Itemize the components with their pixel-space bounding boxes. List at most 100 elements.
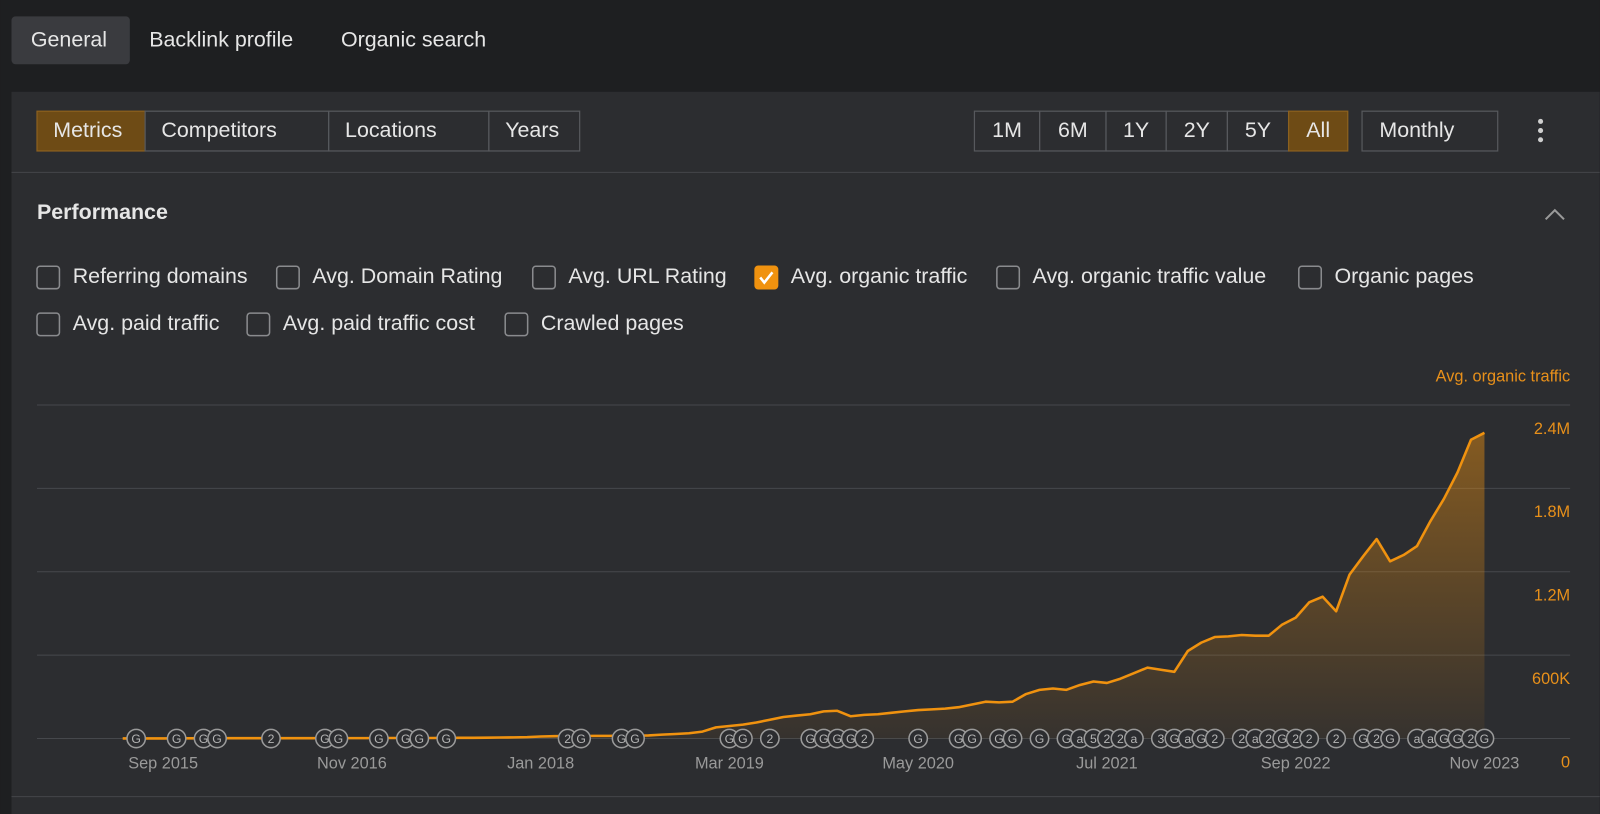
event-marker[interactable]	[1380, 728, 1401, 749]
checkbox-label[interactable]: Avg. URL Rating	[568, 264, 726, 288]
event-label: 2	[1238, 732, 1245, 746]
button-label: Metrics	[53, 118, 122, 142]
event-marker[interactable]	[409, 728, 430, 749]
event-label: 2	[861, 732, 868, 746]
event-marker[interactable]	[207, 728, 228, 749]
button[interactable]	[1165, 110, 1229, 152]
x-tick-label: Mar 2019	[695, 754, 764, 772]
legend-label: Avg. organic traffic	[1436, 368, 1571, 386]
event-marker[interactable]	[759, 728, 780, 749]
event-label: G	[725, 732, 735, 746]
checkbox[interactable]	[996, 265, 1021, 290]
checkbox[interactable]	[36, 312, 61, 337]
checkbox[interactable]	[246, 312, 271, 337]
button-label: Locations	[345, 118, 437, 142]
event-marker[interactable]	[126, 728, 147, 749]
event-marker[interactable]	[1326, 728, 1347, 749]
event-label: a	[1077, 732, 1084, 746]
y-tick-label: 2.4M	[1534, 420, 1570, 438]
event-marker[interactable]	[436, 728, 457, 749]
x-tick-label: Jul 2021	[1076, 754, 1138, 772]
event-label: G	[212, 732, 222, 746]
button[interactable]	[1226, 110, 1290, 152]
event-marker[interactable]	[1029, 728, 1050, 749]
button-label: All	[1306, 118, 1330, 142]
checkbox-label[interactable]: Crawled pages	[541, 311, 684, 335]
tab[interactable]: General	[31, 27, 107, 51]
event-label: G	[806, 732, 816, 746]
event-marker[interactable]	[1002, 728, 1023, 749]
event-label: G	[913, 732, 923, 746]
event-label: a	[1184, 732, 1191, 746]
event-label: 2	[1292, 732, 1299, 746]
event-label: G	[846, 732, 856, 746]
button[interactable]	[36, 110, 146, 152]
event-label: 2	[1333, 732, 1340, 746]
event-label: a	[1130, 732, 1137, 746]
event-label: G	[1358, 732, 1368, 746]
event-marker[interactable]	[1123, 728, 1144, 749]
button[interactable]	[1361, 110, 1499, 152]
event-marker[interactable]	[625, 728, 645, 749]
event-label: a	[1252, 732, 1259, 746]
event-marker[interactable]	[328, 728, 349, 749]
event-marker[interactable]	[1204, 728, 1225, 749]
checkbox-label[interactable]: Referring domains	[73, 264, 248, 288]
checkbox-label[interactable]: Avg. organic traffic	[791, 264, 968, 288]
chart: 0 600K 1.2M 1.8M 2.4M Sep 2015 Nov 2016 Jan 201…	[37, 368, 1571, 772]
more-menu[interactable]	[1538, 118, 1544, 143]
button-label: 1Y	[1123, 118, 1149, 142]
button[interactable]	[488, 110, 581, 152]
line	[122, 431, 1486, 740]
event-label: 2	[1373, 732, 1380, 746]
button[interactable]	[973, 110, 1041, 152]
checkbox[interactable]	[275, 265, 300, 290]
area	[122, 432, 1485, 739]
event-label: G	[334, 732, 344, 746]
checkbox[interactable]	[754, 265, 779, 290]
event-label: 2	[1265, 732, 1272, 746]
checkbox[interactable]	[504, 312, 529, 337]
checkbox[interactable]	[531, 265, 556, 290]
event-label: 3	[1157, 732, 1164, 746]
event-label: 2	[1104, 732, 1111, 746]
tab[interactable]: Backlink profile	[149, 27, 293, 51]
collapse-icon[interactable]	[1544, 208, 1565, 221]
checkbox-label[interactable]: Avg. Domain Rating	[312, 264, 502, 288]
checkbox-label[interactable]: Avg. paid traffic cost	[283, 311, 475, 335]
event-label: G	[954, 732, 964, 746]
event-label: G	[401, 732, 411, 746]
button-label: 6M	[1058, 118, 1088, 142]
event-marker[interactable]	[261, 728, 281, 749]
event-marker[interactable]	[1474, 728, 1495, 749]
event-label: G	[617, 732, 627, 746]
event-label: 2	[1468, 732, 1475, 746]
checkbox-label[interactable]: Avg. organic traffic value	[1033, 264, 1267, 288]
button[interactable]	[1287, 110, 1349, 152]
event-marker[interactable]	[854, 728, 875, 749]
checkbox[interactable]	[1298, 265, 1323, 290]
ui: General Backlink profile Organic search Met…	[11, 16, 1499, 337]
checkbox-label[interactable]: Organic pages	[1335, 264, 1474, 288]
button-label: 1M	[992, 118, 1022, 142]
event-marker[interactable]	[166, 728, 187, 749]
event-label: G	[1439, 732, 1449, 746]
y-tick-label: 600K	[1532, 670, 1570, 688]
y-tick-label: 0	[1561, 753, 1570, 771]
event-label: 5	[1090, 732, 1097, 746]
event-marker[interactable]	[962, 728, 983, 749]
event-label: 2	[1117, 732, 1124, 746]
event-label: 2	[766, 732, 773, 746]
event-label: G	[1480, 732, 1490, 746]
event-marker[interactable]	[368, 728, 389, 749]
button[interactable]	[1039, 110, 1107, 152]
event-label: G	[1277, 732, 1287, 746]
checkbox[interactable]	[36, 265, 61, 290]
checkbox-label[interactable]: Avg. paid traffic	[73, 311, 220, 335]
event-marker[interactable]	[571, 728, 592, 749]
event-label: G	[320, 732, 330, 746]
tab[interactable]: Organic search	[341, 27, 486, 51]
event-marker[interactable]	[908, 728, 929, 749]
event-marker[interactable]	[1299, 728, 1320, 749]
event-marker[interactable]	[732, 728, 753, 749]
